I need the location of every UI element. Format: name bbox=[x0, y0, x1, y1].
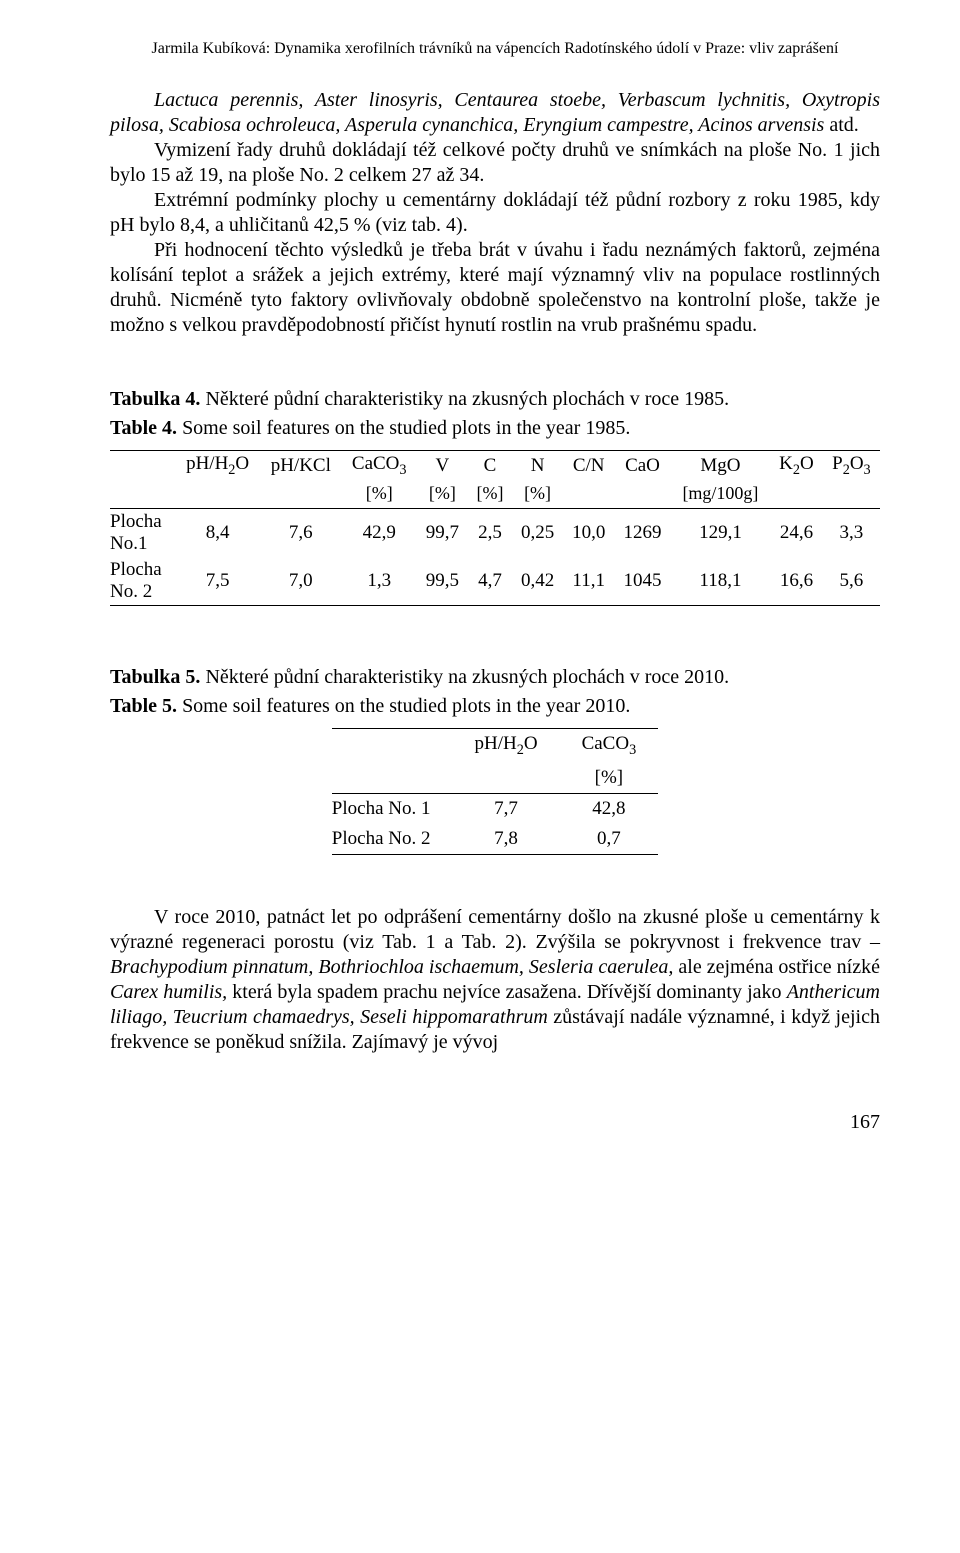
table4-u-7 bbox=[563, 481, 614, 509]
table4: pH/H2O pH/KCl CaCO3 V C N C/N CaO MgO K2… bbox=[110, 450, 880, 606]
table4-u-3: [%] bbox=[342, 481, 417, 509]
table5-r1-c0: 7,8 bbox=[452, 824, 559, 855]
table4-h-3: CaCO3 bbox=[342, 451, 417, 481]
table4-u-8 bbox=[614, 481, 670, 509]
table5-caption-en: Table 5. Some soil features on the studi… bbox=[110, 695, 880, 718]
table5-u-2: [%] bbox=[560, 763, 659, 794]
table4-r0-c4: 2,5 bbox=[468, 508, 512, 557]
table4-r1-c2: 1,3 bbox=[342, 557, 417, 606]
table4-r0-c7: 1269 bbox=[614, 508, 670, 557]
table4-h-2: pH/KCl bbox=[260, 451, 342, 481]
table5-caption-cs-bold: Tabulka 5. bbox=[110, 666, 200, 688]
table4-h-1: pH/H2O bbox=[175, 451, 260, 481]
table5-u-0 bbox=[332, 763, 453, 794]
table-row: PlochaNo.1 8,4 7,6 42,9 99,7 2,5 0,25 10… bbox=[110, 508, 880, 557]
table5-r0-c0: 7,7 bbox=[452, 793, 559, 824]
table5: pH/H2O CaCO3 [%] Plocha No. 1 7,7 42,8 P… bbox=[332, 728, 658, 855]
table4-r0-c9: 24,6 bbox=[770, 508, 823, 557]
page: Jarmila Kubíková: Dynamika xerofilních t… bbox=[0, 0, 960, 1184]
table4-u-11 bbox=[823, 481, 880, 509]
table4-header-row1: pH/H2O pH/KCl CaCO3 V C N C/N CaO MgO K2… bbox=[110, 451, 880, 481]
paragraph-5: V roce 2010, patnáct let po odprášení ce… bbox=[110, 905, 880, 1055]
table4-body: PlochaNo.1 8,4 7,6 42,9 99,7 2,5 0,25 10… bbox=[110, 508, 880, 605]
table4-r0-c8: 129,1 bbox=[671, 508, 770, 557]
table4-r1-c4: 4,7 bbox=[468, 557, 512, 606]
table5-wrap: pH/H2O CaCO3 [%] Plocha No. 1 7,7 42,8 P… bbox=[110, 728, 880, 855]
table5-caption-en-rest: Some soil features on the studied plots … bbox=[177, 695, 630, 717]
table5-h-0 bbox=[332, 728, 453, 762]
paragraph-4: Při hodnocení těchto výsledků je třeba b… bbox=[110, 238, 880, 338]
paragraph-1: Lactuca perennis, Aster linosyris, Centa… bbox=[110, 88, 880, 138]
table4-h-8: CaO bbox=[614, 451, 670, 481]
table4-u-6: [%] bbox=[512, 481, 563, 509]
table5-r1-c1: 0,7 bbox=[560, 824, 659, 855]
table5-h-2: CaCO3 bbox=[560, 728, 659, 762]
table4-caption-cs: Tabulka 4. Některé půdní charakteristiky… bbox=[110, 388, 880, 411]
table4-h-7: C/N bbox=[563, 451, 614, 481]
table-row: Plocha No. 1 7,7 42,8 bbox=[332, 793, 658, 824]
table4-h-11: P2O3 bbox=[823, 451, 880, 481]
table5-caption-cs-rest: Některé půdní charakteristiky na zkusnýc… bbox=[200, 666, 729, 688]
table4-u-9: [mg/100g] bbox=[671, 481, 770, 509]
table4-r1-c1: 7,0 bbox=[260, 557, 342, 606]
table4-u-10 bbox=[770, 481, 823, 509]
table4-header-row2: [%] [%] [%] [%] [mg/100g] bbox=[110, 481, 880, 509]
table4-h-0 bbox=[110, 451, 175, 481]
table4-r0-c6: 10,0 bbox=[563, 508, 614, 557]
table5-header-row1: pH/H2O CaCO3 bbox=[332, 728, 658, 762]
table4-r0-c1: 7,6 bbox=[260, 508, 342, 557]
table4-h-4: V bbox=[417, 451, 468, 481]
table4-u-5: [%] bbox=[468, 481, 512, 509]
table4-r1-label: PlochaNo. 2 bbox=[110, 557, 175, 606]
table4-r1-c0: 7,5 bbox=[175, 557, 260, 606]
table4-r1-c6: 11,1 bbox=[563, 557, 614, 606]
table5-body: Plocha No. 1 7,7 42,8 Plocha No. 2 7,8 0… bbox=[332, 793, 658, 854]
table4-caption-en: Table 4. Some soil features on the studi… bbox=[110, 417, 880, 440]
paragraph-3: Extrémní podmínky plochy u cementárny do… bbox=[110, 188, 880, 238]
table4-caption-en-rest: Some soil features on the studied plots … bbox=[177, 417, 630, 439]
table4-h-6: N bbox=[512, 451, 563, 481]
paragraph-2: Vymizení řady druhů dokládají též celkov… bbox=[110, 138, 880, 188]
table-row: PlochaNo. 2 7,5 7,0 1,3 99,5 4,7 0,42 11… bbox=[110, 557, 880, 606]
table5-caption-en-bold: Table 5. bbox=[110, 695, 177, 717]
table5-header-row2: [%] bbox=[332, 763, 658, 794]
table4-r0-c3: 99,7 bbox=[417, 508, 468, 557]
table4-r1-c5: 0,42 bbox=[512, 557, 563, 606]
table-row: Plocha No. 2 7,8 0,7 bbox=[332, 824, 658, 855]
table4-u-0 bbox=[110, 481, 175, 509]
page-number: 167 bbox=[110, 1111, 880, 1134]
table4-r0-c5: 0,25 bbox=[512, 508, 563, 557]
table4-wrap: pH/H2O pH/KCl CaCO3 V C N C/N CaO MgO K2… bbox=[110, 450, 880, 606]
table4-r0-c0: 8,4 bbox=[175, 508, 260, 557]
table4-r1-c10: 5,6 bbox=[823, 557, 880, 606]
table4-r1-c9: 16,6 bbox=[770, 557, 823, 606]
table4-caption-cs-rest: Některé půdní charakteristiky na zkusnýc… bbox=[200, 388, 729, 410]
table4-caption-en-bold: Table 4. bbox=[110, 417, 177, 439]
running-head: Jarmila Kubíková: Dynamika xerofilních t… bbox=[110, 40, 880, 58]
table4-u-2 bbox=[260, 481, 342, 509]
table5-caption-cs: Tabulka 5. Některé půdní charakteristiky… bbox=[110, 666, 880, 689]
table5-u-1 bbox=[452, 763, 559, 794]
table4-caption-cs-bold: Tabulka 4. bbox=[110, 388, 200, 410]
table4-h-5: C bbox=[468, 451, 512, 481]
table4-h-9: MgO bbox=[671, 451, 770, 481]
table4-r0-c2: 42,9 bbox=[342, 508, 417, 557]
table5-r1-label: Plocha No. 2 bbox=[332, 824, 453, 855]
table4-r1-c7: 1045 bbox=[614, 557, 670, 606]
table4-r1-c8: 118,1 bbox=[671, 557, 770, 606]
table4-r0-c10: 3,3 bbox=[823, 508, 880, 557]
table5-r0-label: Plocha No. 1 bbox=[332, 793, 453, 824]
table4-u-1 bbox=[175, 481, 260, 509]
table4-h-10: K2O bbox=[770, 451, 823, 481]
table4-r1-c3: 99,5 bbox=[417, 557, 468, 606]
table4-u-4: [%] bbox=[417, 481, 468, 509]
table4-r0-label: PlochaNo.1 bbox=[110, 508, 175, 557]
table5-r0-c1: 42,8 bbox=[560, 793, 659, 824]
table5-h-1: pH/H2O bbox=[452, 728, 559, 762]
